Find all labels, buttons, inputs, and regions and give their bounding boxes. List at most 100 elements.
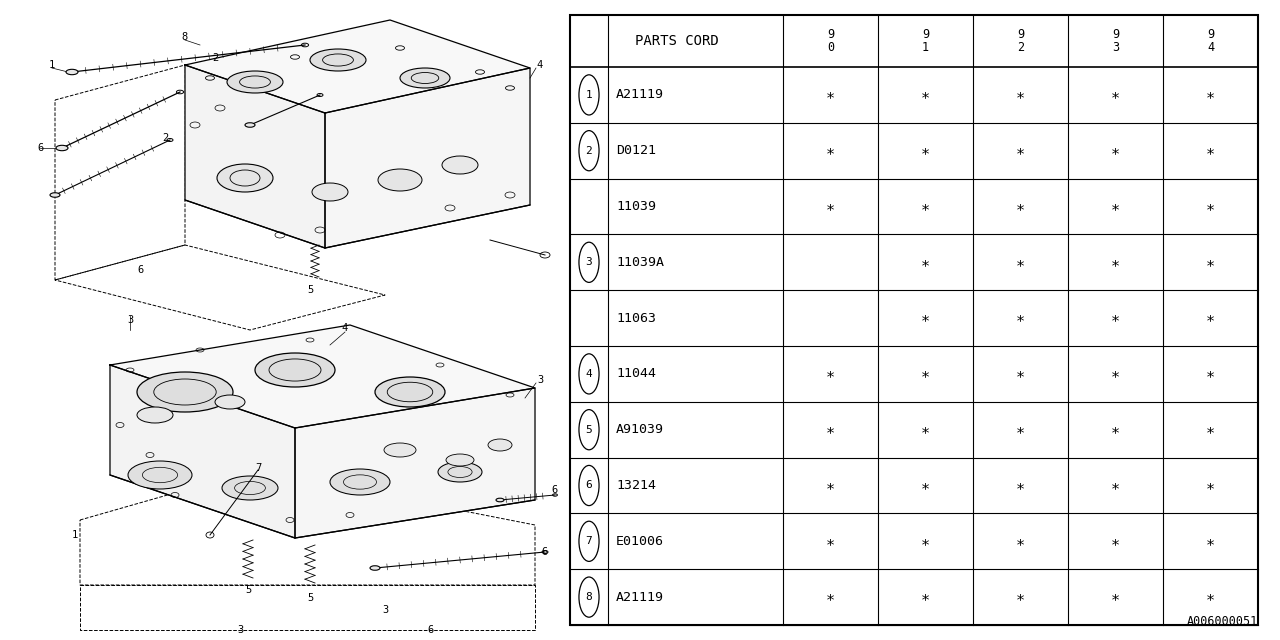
Text: ∗: ∗: [1016, 422, 1025, 437]
Ellipse shape: [370, 566, 380, 570]
Ellipse shape: [375, 377, 445, 407]
Polygon shape: [186, 20, 530, 113]
Text: 3: 3: [127, 315, 133, 325]
Text: 5: 5: [244, 585, 251, 595]
Text: ∗: ∗: [1016, 534, 1025, 548]
Text: 7: 7: [255, 463, 261, 473]
Text: ∗: ∗: [1206, 143, 1215, 158]
Text: A006000051: A006000051: [1187, 615, 1258, 628]
Text: ∗: ∗: [1206, 422, 1215, 437]
Text: ∗: ∗: [920, 310, 931, 326]
Text: 7: 7: [586, 536, 593, 547]
Text: ∗: ∗: [1016, 255, 1025, 270]
Text: ∗: ∗: [1016, 478, 1025, 493]
Text: 4: 4: [586, 369, 593, 379]
Text: ∗: ∗: [920, 143, 931, 158]
Text: 6: 6: [426, 625, 433, 635]
Ellipse shape: [488, 439, 512, 451]
Text: ∗: ∗: [1016, 199, 1025, 214]
Ellipse shape: [497, 498, 504, 502]
Text: 9
3: 9 3: [1112, 28, 1119, 54]
Text: 5: 5: [307, 285, 314, 295]
Text: ∗: ∗: [920, 255, 931, 270]
Text: A21119: A21119: [616, 88, 664, 101]
Text: ∗: ∗: [1206, 478, 1215, 493]
Text: 2: 2: [212, 53, 218, 63]
Ellipse shape: [255, 353, 335, 387]
Ellipse shape: [312, 183, 348, 201]
Text: 6: 6: [552, 485, 558, 495]
Ellipse shape: [137, 407, 173, 423]
Text: 6: 6: [137, 265, 143, 275]
Text: ∗: ∗: [1016, 366, 1025, 381]
Text: 11063: 11063: [616, 312, 657, 324]
Text: A21119: A21119: [616, 591, 664, 604]
Text: 2: 2: [586, 146, 593, 156]
Text: ∗: ∗: [920, 199, 931, 214]
Text: 3: 3: [536, 375, 543, 385]
Text: 6: 6: [37, 143, 44, 153]
Text: 2: 2: [161, 133, 168, 143]
Ellipse shape: [445, 454, 474, 466]
Ellipse shape: [399, 68, 451, 88]
Text: 11044: 11044: [616, 367, 657, 380]
Text: 1: 1: [72, 530, 78, 540]
Text: 3: 3: [381, 605, 388, 615]
Text: ∗: ∗: [1206, 199, 1215, 214]
Polygon shape: [110, 325, 535, 428]
Text: E01006: E01006: [616, 535, 664, 548]
Ellipse shape: [67, 69, 78, 75]
Text: ∗: ∗: [920, 366, 931, 381]
Text: 13214: 13214: [616, 479, 657, 492]
Text: 6: 6: [541, 547, 548, 557]
Text: 9
2: 9 2: [1016, 28, 1024, 54]
Text: ∗: ∗: [920, 589, 931, 605]
Text: ∗: ∗: [826, 534, 835, 548]
Text: 3: 3: [586, 257, 593, 268]
Ellipse shape: [378, 169, 422, 191]
Text: 8: 8: [586, 592, 593, 602]
Ellipse shape: [330, 469, 390, 495]
Text: 9
1: 9 1: [922, 28, 929, 54]
Text: ∗: ∗: [826, 143, 835, 158]
Text: ∗: ∗: [1016, 589, 1025, 605]
Text: ∗: ∗: [1016, 143, 1025, 158]
Text: ∗: ∗: [1206, 589, 1215, 605]
Ellipse shape: [438, 462, 483, 482]
Text: ∗: ∗: [1206, 255, 1215, 270]
Ellipse shape: [310, 49, 366, 71]
Polygon shape: [186, 65, 325, 248]
Ellipse shape: [137, 372, 233, 412]
Text: ∗: ∗: [1206, 366, 1215, 381]
Text: ∗: ∗: [1111, 199, 1120, 214]
Text: 8: 8: [182, 32, 188, 42]
Text: ∗: ∗: [1111, 422, 1120, 437]
Text: A91039: A91039: [616, 423, 664, 436]
Text: ∗: ∗: [1111, 310, 1120, 326]
Text: ∗: ∗: [1016, 88, 1025, 102]
Text: 4: 4: [342, 323, 348, 333]
Text: ∗: ∗: [1111, 88, 1120, 102]
Text: ∗: ∗: [920, 478, 931, 493]
Text: ∗: ∗: [826, 366, 835, 381]
Text: 1: 1: [49, 60, 55, 70]
Ellipse shape: [442, 156, 477, 174]
Ellipse shape: [128, 461, 192, 489]
Text: ∗: ∗: [1111, 589, 1120, 605]
Ellipse shape: [244, 123, 255, 127]
Text: 6: 6: [586, 481, 593, 490]
Text: ∗: ∗: [1111, 478, 1120, 493]
Text: 5: 5: [586, 425, 593, 435]
Text: 5: 5: [307, 593, 314, 603]
Text: ∗: ∗: [920, 422, 931, 437]
Ellipse shape: [227, 71, 283, 93]
Text: D0121: D0121: [616, 144, 657, 157]
Text: ∗: ∗: [826, 478, 835, 493]
Polygon shape: [110, 365, 294, 538]
Text: ∗: ∗: [1206, 534, 1215, 548]
Text: 3: 3: [237, 625, 243, 635]
Text: PARTS CORD: PARTS CORD: [635, 34, 718, 48]
Text: ∗: ∗: [826, 88, 835, 102]
Text: ∗: ∗: [920, 88, 931, 102]
Text: ∗: ∗: [1111, 366, 1120, 381]
